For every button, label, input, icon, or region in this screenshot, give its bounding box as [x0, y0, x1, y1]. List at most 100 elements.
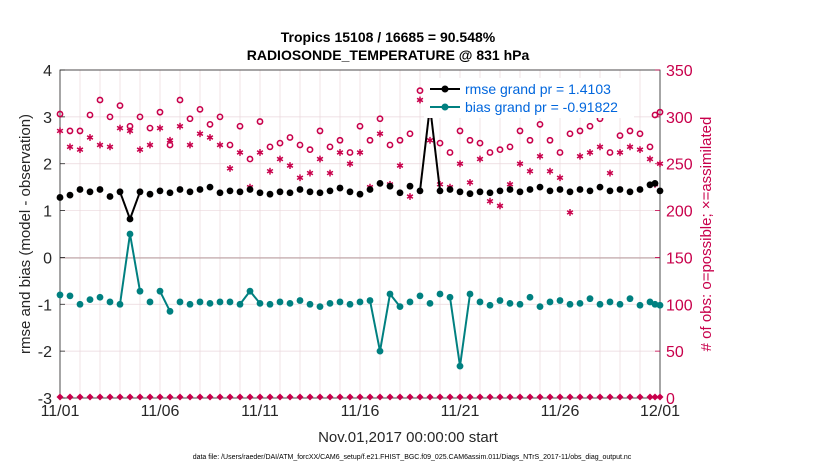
asterisk-stroke: [256, 150, 264, 155]
rejected-obs-point: [146, 393, 154, 401]
asterisk-stroke: [216, 142, 224, 148]
rmse-point: [626, 188, 634, 196]
rmse-point: [176, 186, 184, 193]
asterisk-stroke: [96, 142, 104, 148]
x-tick-label: 11/26: [541, 403, 580, 420]
bias-segment: [369, 300, 381, 352]
left-tick-label: -3: [38, 391, 52, 408]
possible-obs-point: [486, 149, 494, 156]
asterisk-stroke: [606, 170, 614, 176]
asterisk-stroke: [546, 168, 554, 174]
bias-point: [306, 300, 314, 308]
rmse-point: [416, 187, 424, 195]
possible-obs-point: [556, 149, 564, 156]
asterisk-stroke: [486, 198, 494, 204]
possible-obs-point: [206, 120, 214, 128]
asterisk-stroke: [586, 150, 594, 155]
assimilated-obs-point: [426, 136, 434, 144]
legend-bias-marker: [441, 103, 449, 111]
bias-point: [86, 296, 94, 303]
rmse-point: [166, 189, 174, 197]
possible-obs-point: [366, 136, 374, 144]
rejected-obs-point: [176, 393, 184, 401]
assimilated-obs-point: [616, 149, 624, 156]
asterisk-stroke: [126, 128, 134, 134]
assimilated-obs-point: [566, 209, 574, 216]
rmse-point: [366, 186, 374, 193]
assimilated-obs-point: [56, 127, 64, 135]
left-tick-label: 1: [43, 204, 52, 221]
rmse-point: [546, 187, 554, 195]
assimilated-obs-point: [216, 141, 224, 149]
chart-title: Tropics 15108 / 16685 = 90.548%: [281, 29, 496, 45]
rejected-obs-point: [506, 393, 514, 401]
possible-obs-point: [286, 134, 294, 141]
bias-point: [336, 298, 344, 306]
bias-point: [246, 287, 254, 295]
left-tick-label: 4: [43, 63, 52, 80]
asterisk-stroke: [526, 168, 534, 174]
assimilated-obs-point: [66, 143, 74, 151]
possible-obs-point: [386, 141, 394, 149]
rejected-obs-point: [566, 393, 574, 401]
bias-point: [636, 301, 644, 309]
rmse-point: [556, 186, 564, 193]
bias-point: [136, 287, 144, 295]
assimilated-obs-point: [306, 169, 314, 177]
asterisk-stroke: [416, 97, 424, 103]
possible-obs-point: [346, 149, 354, 156]
rmse-point: [126, 215, 134, 223]
possible-obs-point: [336, 136, 344, 144]
bias-point: [156, 287, 164, 295]
possible-obs-point: [176, 96, 184, 104]
asterisk-stroke: [516, 161, 524, 167]
assimilated-obs-point: [456, 160, 464, 168]
asterisk-stroke: [576, 153, 584, 159]
rejected-obs-point: [486, 393, 494, 401]
assimilated-obs-point: [626, 143, 634, 151]
bias-point: [456, 362, 464, 370]
rejected-obs-point: [326, 393, 334, 401]
bias-point: [346, 300, 354, 308]
bias-point: [396, 303, 404, 311]
bias-point: [546, 298, 554, 306]
rejected-obs-point: [336, 393, 344, 401]
possible-obs-point: [316, 127, 324, 135]
assimilated-obs-point: [176, 122, 184, 130]
assimilated-obs-point: [346, 160, 354, 168]
asterisk-stroke: [536, 153, 544, 159]
asterisk-stroke: [476, 156, 484, 162]
left-tick-label: -2: [38, 344, 52, 361]
assimilated-obs-point: [166, 136, 174, 144]
possible-obs-point: [116, 102, 124, 110]
rejected-obs-point: [576, 393, 584, 401]
assimilated-obs-point: [586, 149, 594, 156]
asterisk-stroke: [306, 170, 314, 176]
bias-point: [276, 298, 284, 306]
possible-obs-point: [276, 139, 284, 147]
x-tick-label: 11/16: [341, 403, 380, 420]
bias-point: [536, 303, 544, 311]
rejected-obs-point: [196, 393, 204, 401]
assimilated-obs-point: [576, 152, 584, 160]
bias-point: [566, 300, 574, 308]
possible-obs-point: [66, 127, 74, 135]
bias-point: [426, 299, 434, 307]
rmse-point: [406, 182, 414, 190]
rmse-point: [286, 189, 294, 197]
asterisk-stroke: [316, 156, 324, 162]
rmse-point: [56, 194, 64, 201]
rmse-point: [636, 186, 644, 193]
grid-lines: [59, 69, 661, 399]
assimilated-obs-point: [106, 143, 114, 151]
assimilated-obs-point: [156, 124, 164, 132]
assimilated-obs-point: [476, 155, 484, 163]
rmse-point: [576, 186, 584, 193]
possible-obs-point: [266, 143, 274, 151]
bias-point: [486, 301, 494, 309]
rmse-point: [516, 188, 524, 196]
assimilated-obs-point: [186, 141, 194, 149]
possible-obs-point: [296, 141, 304, 149]
asterisk-stroke: [166, 137, 174, 143]
